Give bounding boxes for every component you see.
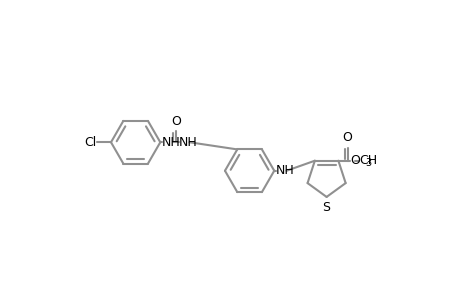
Text: 3: 3 — [364, 158, 371, 168]
Text: NH: NH — [275, 164, 294, 177]
Text: O: O — [170, 115, 180, 128]
Text: NH: NH — [162, 136, 180, 149]
Text: O: O — [342, 131, 352, 144]
Text: O: O — [349, 154, 359, 167]
Text: Cl: Cl — [84, 136, 96, 149]
Text: CH: CH — [358, 154, 376, 167]
Text: NH: NH — [179, 136, 197, 149]
Text: S: S — [322, 201, 330, 214]
